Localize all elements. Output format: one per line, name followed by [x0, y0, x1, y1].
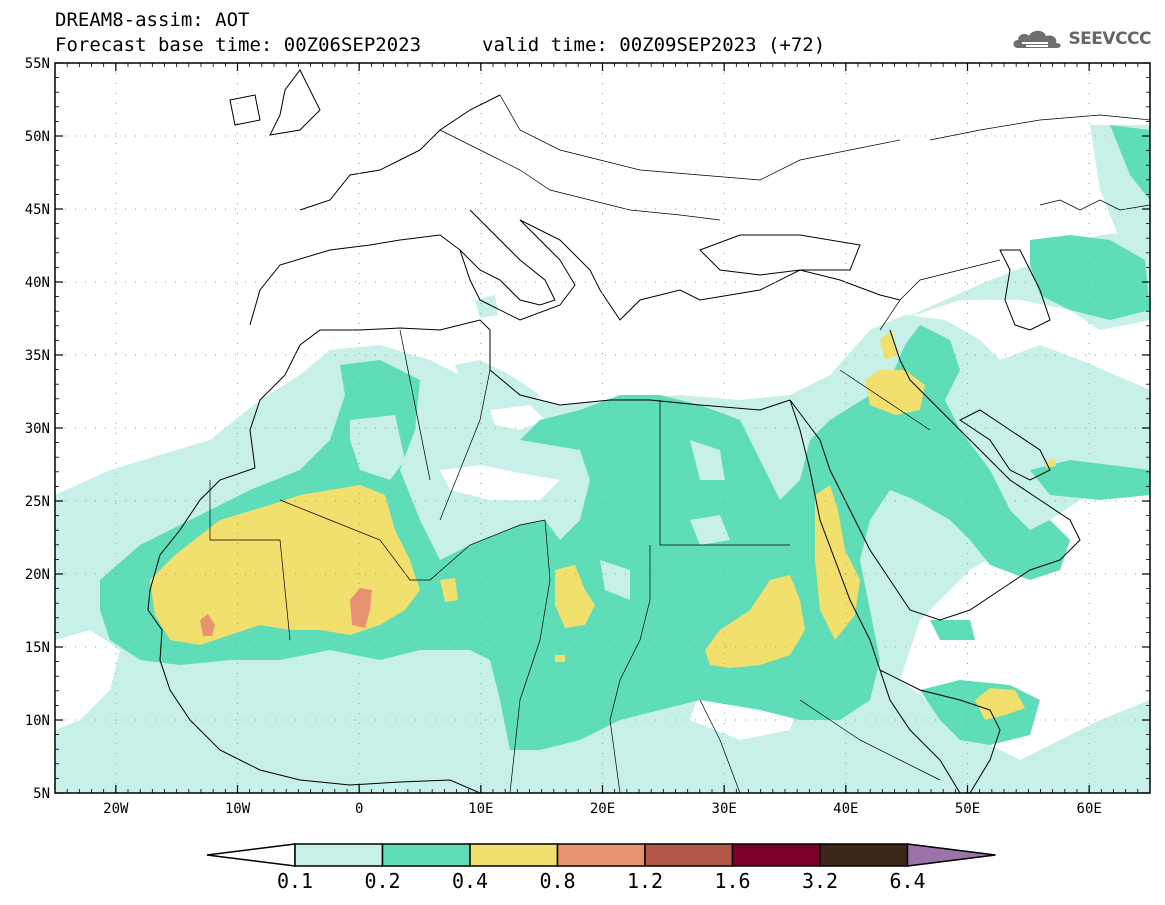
- colorbar-min-arrow: [206, 843, 296, 867]
- colorbar-swatch: [381, 843, 471, 867]
- colorbar-label: 3.2: [802, 869, 838, 893]
- lat-tick-label: 40N: [25, 275, 50, 291]
- colorbar-max-arrow: [906, 843, 996, 867]
- aot-inner-light: [350, 415, 730, 600]
- lon-tick-label: 60E: [1077, 801, 1102, 817]
- colorbar-label: 1.2: [627, 869, 663, 893]
- lat-tick-label: 45N: [25, 202, 50, 218]
- lon-tick-label: 20W: [103, 801, 129, 817]
- lon-tick-label: 10E: [468, 801, 493, 817]
- valid-time: valid time: 00Z09SEP2023 (+72): [482, 34, 826, 56]
- colorbar-label: 0.1: [277, 869, 313, 893]
- colorbar-swatch: [469, 843, 559, 867]
- lat-tick-label: 15N: [25, 640, 50, 656]
- forecast-base-time: Forecast base time: 00Z06SEP2023: [55, 34, 422, 56]
- lon-tick-label: 40E: [833, 801, 858, 817]
- lon-tick-label: 0: [355, 801, 363, 817]
- aot-band-0.2: [100, 125, 1150, 750]
- seevccc-logo: SEEVCCC: [1010, 26, 1151, 52]
- lat-tick-label: 10N: [25, 713, 50, 729]
- lon-tick-label: 50E: [955, 801, 980, 817]
- lon-tick-labels: 20W 10W 0 10E 20E 30E 40E 50E 60E: [103, 801, 1102, 817]
- lon-tick-label: 20E: [590, 801, 615, 817]
- lat-tick-label: 25N: [25, 494, 50, 510]
- lat-tick-label: 55N: [25, 56, 50, 72]
- lat-tick-label: 5N: [33, 786, 50, 802]
- lat-tick-label: 30N: [25, 421, 50, 437]
- colorbar-label: 0.4: [452, 869, 488, 893]
- coastlines: [147, 69, 1081, 793]
- colorbar-label: 0.8: [539, 869, 575, 893]
- colorbar-label: 6.4: [889, 869, 925, 893]
- lat-tick-labels: 55N 50N 45N 40N 35N 30N 25N 20N 15N 10N 5N: [25, 56, 50, 802]
- lat-tick-label: 35N: [25, 348, 50, 364]
- aot-fields: [55, 125, 1150, 793]
- colorbar: 0.1 0.2 0.4 0.8 1.2 1.6 3.2 6.4: [206, 843, 996, 893]
- cloud-icon: [1013, 30, 1062, 48]
- borders: [209, 94, 1150, 793]
- colorbar-swatch: [294, 843, 384, 867]
- lat-tick-label: 20N: [25, 567, 50, 583]
- colorbar-label: 1.6: [714, 869, 750, 893]
- lat-tick-label: 50N: [25, 129, 50, 145]
- lon-tick-label: 30E: [712, 801, 737, 817]
- map-title: DREAM8-assim: AOT: [55, 9, 250, 31]
- colorbar-swatch: [556, 843, 646, 867]
- lon-tick-label: 10W: [225, 801, 251, 817]
- colorbar-swatch: [644, 843, 734, 867]
- axis-ticks: [54, 62, 1151, 794]
- aot-band-0.8: [200, 588, 372, 636]
- colorbar-swatch: [731, 843, 821, 867]
- colorbar-label: 0.2: [364, 869, 400, 893]
- logo-text: SEEVCCC: [1068, 29, 1151, 49]
- colorbar-swatch: [819, 843, 909, 867]
